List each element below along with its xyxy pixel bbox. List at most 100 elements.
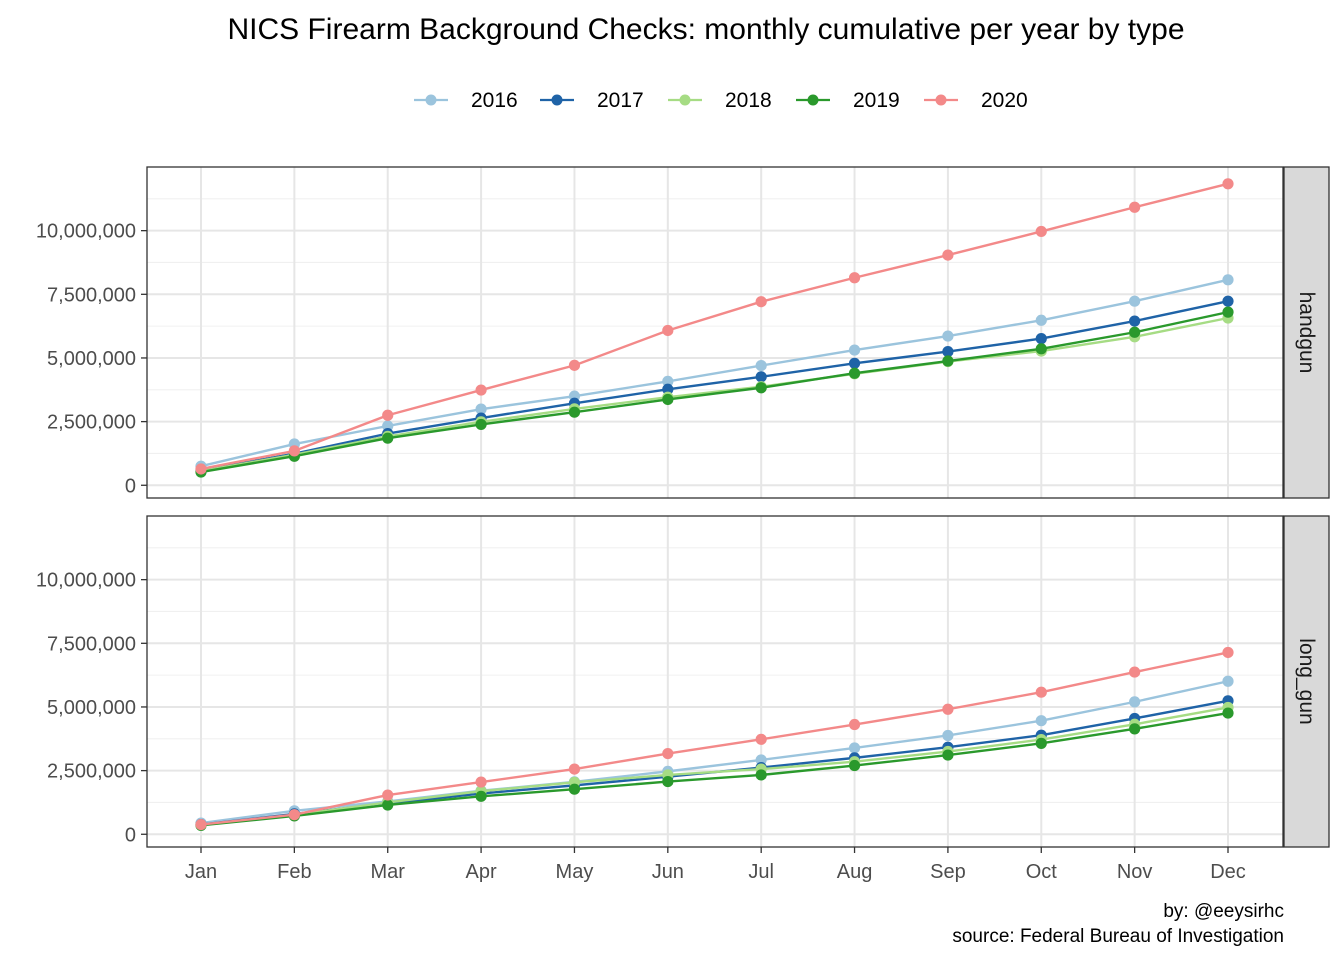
series-line-handgun-2018 xyxy=(200,316,1229,473)
data-point-long_gun-2019-Apr xyxy=(475,790,487,802)
y-tick-label: 0 xyxy=(125,475,136,497)
legend-label-2017: 2017 xyxy=(597,89,644,112)
facet-label-handgun: handgun xyxy=(1295,292,1318,374)
y-tick-label: 5,000,000 xyxy=(47,348,136,370)
y-tick-label: 2,500,000 xyxy=(47,761,136,783)
panel-background xyxy=(147,167,1283,498)
series-line-handgun-2019 xyxy=(200,310,1229,474)
x-tick-label-Nov: Nov xyxy=(1117,861,1153,883)
x-tick-label-Jun: Jun xyxy=(652,861,684,883)
data-point-long_gun-2019-Aug xyxy=(848,759,861,772)
x-tick-label-Mar: Mar xyxy=(371,861,406,883)
data-point-long_gun-2020-Mar xyxy=(382,789,394,801)
data-point-handgun-2019-Aug xyxy=(848,367,861,379)
data-point-handgun-2017-Oct xyxy=(1035,333,1047,345)
data-point-long_gun-2020-May xyxy=(568,763,581,775)
legend-item-2019: 2019 xyxy=(796,89,900,112)
data-point-long_gun-2019-Oct xyxy=(1035,737,1047,749)
data-point-long_gun-2016-Aug xyxy=(848,742,861,754)
caption-line-author: by: @eeysirhc xyxy=(1163,901,1284,922)
data-point-long_gun-2019-May xyxy=(568,783,581,795)
chart-title: NICS Firearm Background Checks: monthly … xyxy=(227,13,1184,46)
legend-item-2018: 2018 xyxy=(668,89,772,112)
legend-label-2019: 2019 xyxy=(853,89,900,112)
data-point-long_gun-2020-Oct xyxy=(1035,686,1047,698)
y-tick-label: 0 xyxy=(125,824,136,846)
data-point-long_gun-2020-Jun xyxy=(662,747,674,760)
data-point-handgun-2017-Aug xyxy=(848,357,861,369)
data-point-long_gun-2020-Nov xyxy=(1129,666,1141,678)
data-point-long_gun-2020-Apr xyxy=(475,776,487,788)
data-point-long_gun-2019-Sep xyxy=(942,749,954,761)
y-tick-label: 10,000,000 xyxy=(36,221,136,243)
y-tick-label: 10,000,000 xyxy=(36,570,136,592)
data-point-handgun-2020-Aug xyxy=(848,272,861,284)
data-point-handgun-2016-Aug xyxy=(848,344,861,356)
x-tick-label-Dec: Dec xyxy=(1210,861,1246,883)
caption: by: @eeysirhc source: Federal Bureau of … xyxy=(952,901,1284,947)
series-handgun-2020 xyxy=(195,178,1234,475)
data-point-long_gun-2019-Jun xyxy=(662,775,674,788)
x-tick-label-Oct: Oct xyxy=(1026,861,1058,883)
data-point-handgun-2019-Oct xyxy=(1035,343,1047,355)
facet-label-long_gun: long_gun xyxy=(1295,638,1318,724)
x-tick-label-Aug: Aug xyxy=(837,861,873,883)
legend-label-2020: 2020 xyxy=(981,89,1028,112)
x-tick-label-Feb: Feb xyxy=(277,861,311,883)
legend-label-2018: 2018 xyxy=(725,89,772,112)
panel-background xyxy=(147,516,1283,847)
data-point-handgun-2017-Jun xyxy=(662,383,674,395)
data-point-handgun-2016-Jun xyxy=(662,375,674,387)
series-line-long_gun-2020 xyxy=(200,651,1229,826)
series-long_gun-2020 xyxy=(195,646,1234,831)
legend-label-2016: 2016 xyxy=(471,89,518,112)
data-point-handgun-2020-May xyxy=(568,359,581,371)
data-point-handgun-2019-Jun xyxy=(662,393,674,406)
legend-item-2016: 2016 xyxy=(414,89,518,112)
y-tick-label: 7,500,000 xyxy=(47,284,136,306)
legend-key-point-2020 xyxy=(935,94,947,106)
chart-panels: 0 2,500,000 5,000,000 7,500,000 10,000,000 ha… xyxy=(36,166,1330,848)
data-point-handgun-2020-Feb xyxy=(288,445,300,457)
data-point-long_gun-2016-Dec xyxy=(1222,675,1234,687)
panel-long_gun: 0 2,500,000 5,000,000 7,500,000 10,000,000 lo… xyxy=(36,515,1330,848)
data-point-long_gun-2020-Feb xyxy=(288,809,300,821)
data-point-handgun-2019-Mar xyxy=(382,432,394,444)
panel-handgun: 0 2,500,000 5,000,000 7,500,000 10,000,000 ha… xyxy=(36,166,1330,499)
data-point-handgun-2020-Oct xyxy=(1035,225,1047,238)
data-point-long_gun-2016-Oct xyxy=(1035,715,1047,727)
data-point-handgun-2017-Sep xyxy=(942,345,954,358)
legend-key-point-2018 xyxy=(679,94,691,106)
data-point-long_gun-2016-Sep xyxy=(942,729,954,742)
y-tick-label: 7,500,000 xyxy=(47,633,136,655)
x-tick-label-Sep: Sep xyxy=(930,861,966,883)
data-point-long_gun-2020-Sep xyxy=(942,703,954,715)
y-tick-label: 2,500,000 xyxy=(47,412,136,434)
data-point-handgun-2017-Jul xyxy=(755,371,767,383)
data-point-handgun-2017-Dec xyxy=(1222,295,1234,307)
data-point-long_gun-2020-Jan xyxy=(195,818,207,831)
legend-item-2017: 2017 xyxy=(540,89,644,112)
data-point-handgun-2020-Jan xyxy=(195,463,207,475)
data-point-long_gun-2020-Aug xyxy=(848,718,861,731)
legend-key-point-2016 xyxy=(425,94,437,106)
data-point-handgun-2016-Oct xyxy=(1035,314,1047,326)
data-point-handgun-2016-Dec xyxy=(1222,274,1234,286)
series-line-long_gun-2016 xyxy=(200,680,1229,825)
data-point-handgun-2019-Apr xyxy=(475,418,487,431)
data-point-handgun-2020-Nov xyxy=(1129,201,1141,213)
caption-line-source: source: Federal Bureau of Investigation xyxy=(952,926,1284,947)
series-line-handgun-2020 xyxy=(200,182,1229,471)
data-point-long_gun-2016-Nov xyxy=(1129,696,1141,708)
data-point-handgun-2020-Apr xyxy=(475,384,487,396)
data-point-handgun-2016-Jul xyxy=(755,360,767,372)
y-tick-label: 5,000,000 xyxy=(47,697,136,719)
legend-key-point-2017 xyxy=(551,94,563,106)
data-point-handgun-2020-Mar xyxy=(382,409,394,421)
series-line-handgun-2017 xyxy=(200,300,1229,472)
data-point-long_gun-2019-Mar xyxy=(382,799,394,811)
x-axis: Jan Feb Mar Apr May Jun Jul Aug Sep Oct Nov Dec xyxy=(185,847,1246,883)
data-point-handgun-2019-May xyxy=(568,406,581,418)
data-point-handgun-2019-Nov xyxy=(1129,326,1141,338)
